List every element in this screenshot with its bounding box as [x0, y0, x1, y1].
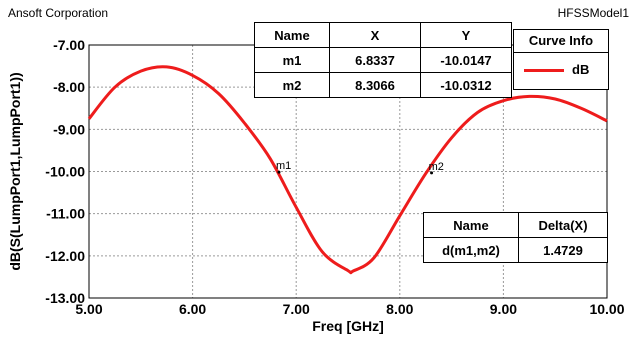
- legend: Curve Info dB: [513, 29, 609, 90]
- legend-entry: dB: [514, 53, 608, 89]
- delta-value-cell: 1.4729: [518, 237, 608, 263]
- marker-label-m2: m2: [429, 161, 444, 173]
- marker-table: Name X Y m1 6.8337 -10.0147 m2 8.3066 -1…: [254, 22, 512, 98]
- delta-table: Name Delta(X) d(m1,m2) 1.4729: [423, 212, 608, 263]
- y-axis-label: dB(S(LumpPort1,LumpPort1)): [7, 72, 23, 270]
- x-tick-label: 6.00: [179, 301, 206, 317]
- marker-name-cell: m1: [254, 47, 330, 73]
- marker-point-m2: [430, 171, 434, 175]
- x-tick-label: 8.00: [386, 301, 413, 317]
- x-tick-label: 5.00: [75, 301, 102, 317]
- delta-table-header-name: Name: [423, 212, 519, 238]
- series-line-db: [87, 65, 608, 275]
- y-tick-label: -12.00: [45, 248, 85, 264]
- x-tick-label: 9.00: [490, 301, 517, 317]
- legend-swatch: [524, 69, 564, 72]
- marker-table-header-name: Name: [254, 22, 330, 48]
- x-tick-label: 10.00: [589, 301, 624, 317]
- y-tick-label: -9.00: [53, 121, 85, 137]
- table-row: m2 8.3066 -10.0312: [254, 72, 512, 98]
- y-tick-label: -8.00: [53, 79, 85, 95]
- marker-x-cell: 6.8337: [329, 47, 421, 73]
- markers: m1 m2: [276, 160, 444, 175]
- marker-label-m1: m1: [276, 160, 291, 172]
- delta-name-cell: d(m1,m2): [423, 237, 519, 263]
- model-label: HFSSModel1: [557, 6, 629, 20]
- x-tick-labels: 5.00 6.00 7.00 8.00 9.00 10.00: [75, 301, 624, 317]
- legend-title: Curve Info: [514, 30, 608, 53]
- marker-y-cell: -10.0312: [420, 72, 512, 98]
- company-label: Ansoft Corporation: [8, 6, 109, 20]
- marker-point-m1: [277, 170, 281, 174]
- marker-y-cell: -10.0147: [420, 47, 512, 73]
- legend-entry-label: dB: [572, 62, 590, 77]
- marker-table-header-y: Y: [420, 22, 512, 48]
- y-tick-label: -13.00: [45, 290, 85, 306]
- y-tick-label: -7.00: [53, 37, 85, 53]
- table-row: m1 6.8337 -10.0147: [254, 47, 512, 73]
- marker-x-cell: 8.3066: [329, 72, 421, 98]
- y-tick-label: -11.00: [46, 206, 85, 222]
- x-tick-label: 7.00: [283, 301, 310, 317]
- x-axis-label: Freq [GHz]: [312, 318, 384, 334]
- marker-table-header-x: X: [329, 22, 421, 48]
- delta-table-header-delta: Delta(X): [518, 212, 608, 238]
- table-row: d(m1,m2) 1.4729: [423, 237, 608, 263]
- delta-table-header: Name Delta(X): [423, 212, 608, 238]
- y-tick-label: -10.00: [45, 164, 85, 180]
- y-tick-labels: -7.00 -8.00 -9.00 -10.00 -11.00 -12.00 -13.00: [45, 37, 85, 306]
- marker-name-cell: m2: [254, 72, 330, 98]
- marker-table-header: Name X Y: [254, 22, 512, 48]
